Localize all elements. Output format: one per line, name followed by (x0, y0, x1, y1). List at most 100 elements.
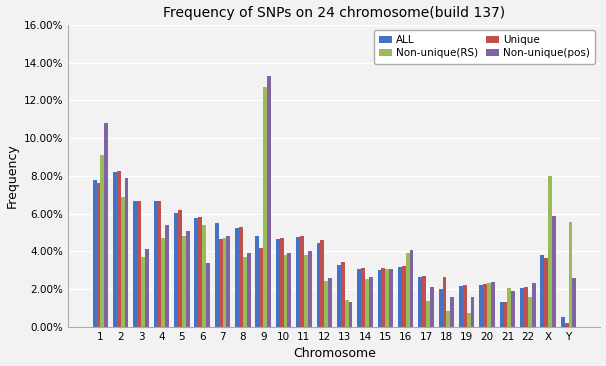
Bar (520, 288, 524, 327)
Bar (137, 201, 141, 327)
Bar (358, 269, 361, 327)
Bar (195, 219, 198, 327)
Bar (483, 284, 487, 327)
Bar (345, 300, 348, 327)
Bar (263, 87, 267, 327)
Bar (500, 302, 504, 327)
Bar (300, 236, 304, 327)
Bar (215, 223, 219, 327)
Bar (459, 287, 463, 327)
Bar (206, 263, 210, 327)
Bar (422, 276, 426, 327)
Bar (378, 270, 381, 327)
Bar (287, 253, 291, 327)
Bar (185, 231, 190, 327)
Bar (141, 257, 145, 327)
Bar (365, 279, 369, 327)
Bar (348, 302, 352, 327)
Bar (389, 269, 393, 327)
Bar (247, 253, 251, 327)
Bar (267, 76, 271, 327)
Bar (430, 287, 434, 327)
Bar (280, 238, 284, 327)
Bar (125, 178, 128, 327)
Bar (385, 269, 389, 327)
Bar (405, 253, 410, 327)
Bar (463, 284, 467, 327)
Bar (145, 249, 149, 327)
Bar (442, 277, 447, 327)
Bar (321, 240, 324, 327)
Bar (121, 197, 125, 327)
Bar (328, 278, 332, 327)
Bar (158, 201, 161, 327)
Bar (324, 281, 328, 327)
Legend: ALL, Non-unique(RS), Unique, Non-unique(pos): ALL, Non-unique(RS), Unique, Non-unique(… (374, 30, 595, 64)
Bar (239, 227, 243, 327)
Bar (198, 217, 202, 327)
Bar (182, 236, 185, 327)
Bar (113, 172, 117, 327)
Bar (450, 297, 454, 327)
Bar (361, 269, 365, 327)
Bar (219, 239, 222, 327)
Bar (202, 225, 206, 327)
Bar (259, 248, 263, 327)
Bar (101, 155, 104, 327)
Bar (573, 278, 576, 327)
Bar (296, 237, 300, 327)
Bar (117, 171, 121, 327)
Bar (174, 213, 178, 327)
Bar (104, 123, 108, 327)
Bar (531, 283, 536, 327)
Bar (96, 183, 101, 327)
Bar (541, 255, 544, 327)
Bar (369, 277, 373, 327)
Bar (304, 255, 308, 327)
Bar (561, 317, 565, 327)
Bar (548, 176, 552, 327)
Bar (178, 210, 182, 327)
Bar (93, 180, 96, 327)
X-axis label: Chromosome: Chromosome (293, 347, 376, 361)
Bar (154, 201, 158, 327)
Bar (524, 287, 528, 327)
Bar (235, 228, 239, 327)
Bar (565, 323, 568, 327)
Title: Frequency of SNPs on 24 chromosome(build 137): Frequency of SNPs on 24 chromosome(build… (164, 5, 505, 19)
Bar (308, 251, 311, 327)
Bar (256, 236, 259, 327)
Bar (402, 266, 405, 327)
Bar (165, 225, 169, 327)
Bar (544, 258, 548, 327)
Bar (418, 277, 422, 327)
Bar (227, 236, 230, 327)
Bar (447, 311, 450, 327)
Bar (341, 262, 345, 327)
Bar (410, 250, 413, 327)
Bar (528, 297, 531, 327)
Y-axis label: Frequency: Frequency (5, 143, 19, 208)
Bar (222, 238, 227, 327)
Bar (487, 283, 491, 327)
Bar (243, 257, 247, 327)
Bar (276, 239, 280, 327)
Bar (511, 291, 515, 327)
Bar (507, 288, 511, 327)
Bar (439, 289, 442, 327)
Bar (467, 313, 471, 327)
Bar (316, 243, 321, 327)
Bar (471, 297, 474, 327)
Bar (568, 222, 573, 327)
Bar (133, 201, 137, 327)
Bar (479, 284, 483, 327)
Bar (491, 282, 495, 327)
Bar (398, 266, 402, 327)
Bar (504, 302, 507, 327)
Bar (426, 300, 430, 327)
Bar (337, 265, 341, 327)
Bar (284, 255, 287, 327)
Bar (161, 238, 165, 327)
Bar (381, 269, 385, 327)
Bar (552, 216, 556, 327)
